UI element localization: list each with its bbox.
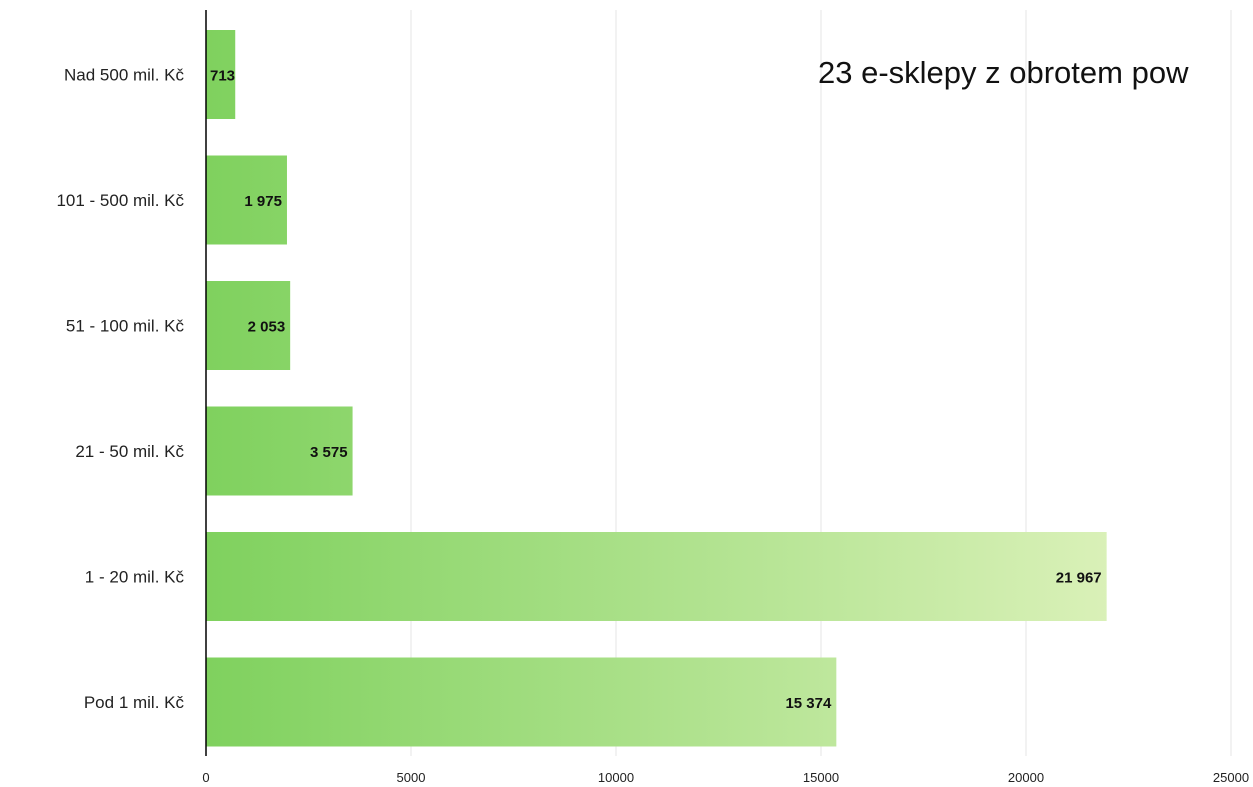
value-label: 3 575 [310,444,348,461]
chart-annotation: 23 e-sklepy z obrotem pow [818,55,1189,90]
value-label: 1 975 [244,193,282,210]
value-label: 15 374 [785,695,832,712]
bar [206,532,1107,621]
bar [206,281,291,370]
x-tick-label: 5000 [397,770,426,785]
category-label: 101 - 500 mil. Kč [56,191,184,210]
value-label: 2 053 [248,319,286,336]
category-label: 21 - 50 mil. Kč [75,442,184,461]
value-labels: 713 1 975 2 053 3 575 21 967 15 374 [210,68,1102,713]
category-label: Nad 500 mil. Kč [64,66,184,85]
category-labels: Nad 500 mil. Kč 101 - 500 mil. Kč 51 - 100… [56,66,184,713]
bar [206,30,236,119]
bars [206,30,1107,747]
value-label: 21 967 [1056,570,1102,587]
bar [206,406,353,496]
x-tick-label: 20000 [1008,770,1044,785]
category-label: Pod 1 mil. Kč [84,693,185,712]
bar [206,155,287,245]
x-tick-label: 25000 [1213,770,1249,785]
bar [206,657,837,747]
x-tick-label: 10000 [598,770,634,785]
value-label: 713 [210,68,235,85]
x-tick-label: 15000 [803,770,839,785]
category-label: 1 - 20 mil. Kč [85,568,185,587]
category-label: 51 - 100 mil. Kč [66,317,185,336]
grid-lines [410,10,1232,756]
x-tick-label: 0 [202,770,209,785]
x-tick-labels: 0 5000 10000 15000 20000 25000 [202,770,1249,785]
